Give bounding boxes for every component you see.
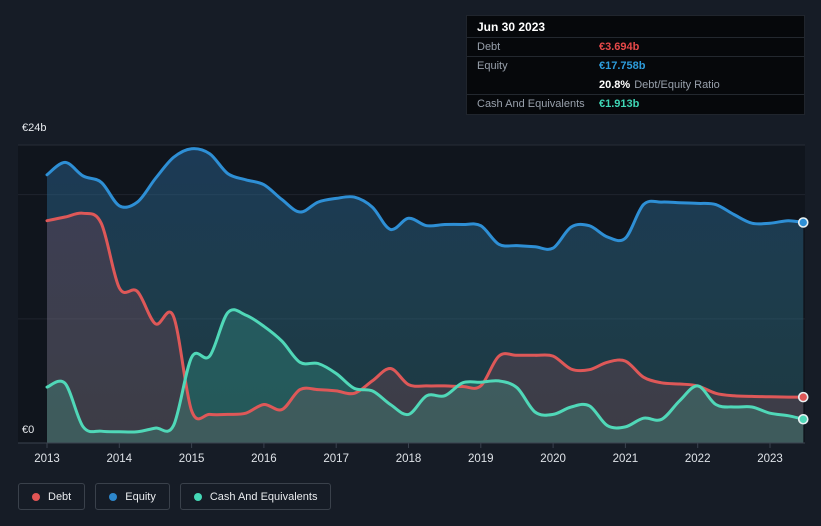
x-axis-label: 2014: [107, 453, 133, 465]
legend-debt-label: Debt: [48, 490, 72, 503]
legend-equity-label: Equity: [125, 490, 156, 503]
debt-line: [45, 211, 805, 421]
tooltip-debt-label: Debt: [477, 41, 501, 53]
tooltip-date: Jun 30 2023: [477, 19, 546, 34]
chart-tooltip: Jun 30 2023 Debt €3.694b Equity €17.758b…: [466, 15, 805, 115]
chart-legend: Debt Equity Cash And Equivalents: [18, 483, 332, 510]
tooltip-ratio-label: Debt/Equity Ratio: [634, 78, 720, 91]
y-axis-label-max: €24b: [22, 122, 47, 134]
debt-end-marker-icon: [797, 391, 809, 403]
tooltip-row-equity: Equity €17.758b: [467, 56, 804, 75]
x-axis-label: 2013: [34, 453, 60, 465]
y-axis-label-zero: €0: [22, 424, 35, 436]
equity-area: [47, 148, 804, 443]
x-axis-label: 2021: [613, 453, 639, 465]
x-axis-label: 2016: [251, 453, 277, 465]
tooltip-cash-label: Cash And Equivalents: [477, 98, 585, 110]
x-axis-label: 2020: [540, 453, 566, 465]
tooltip-equity-label: Equity: [477, 60, 508, 72]
legend-item-cash[interactable]: Cash And Equivalents: [179, 483, 332, 510]
cash-and-equivalents-area: [47, 309, 804, 443]
x-axis-label: 2022: [685, 453, 711, 465]
x-axis-label: 2023: [757, 453, 783, 465]
equity-dot-icon: [109, 492, 118, 501]
tooltip-row-ratio: 20.8% Debt/Equity Ratio: [467, 75, 804, 94]
legend-cash-label: Cash And Equivalents: [209, 490, 318, 503]
tooltip-row-debt: Debt €3.694b: [467, 37, 804, 56]
debt-dot-icon: [32, 492, 40, 501]
cash-and-equivalents-line: [45, 308, 805, 434]
tooltip-cash-value: €1.913b: [599, 98, 640, 110]
legend-item-equity[interactable]: Equity: [95, 483, 170, 510]
x-axis-label: 2019: [468, 453, 494, 465]
x-axis-label: 2015: [179, 453, 205, 465]
x-axis-label: 2018: [396, 453, 422, 465]
legend-item-debt[interactable]: Debt: [18, 483, 86, 510]
equity-line: [45, 147, 805, 251]
tooltip-debt-value: €3.694b: [599, 41, 640, 53]
equity-end-marker-icon: [797, 217, 809, 228]
tooltip-equity-value: €17.758b: [599, 60, 646, 72]
debt-area: [47, 213, 804, 443]
cash-dot-icon: [193, 492, 202, 501]
x-axis-label: 2017: [323, 453, 349, 465]
cash-and-equivalents-end-marker-icon: [797, 413, 809, 425]
tooltip-ratio-value: 20.8%: [599, 78, 631, 91]
tooltip-row-cash: Cash And Equivalents €1.913b: [467, 94, 804, 113]
